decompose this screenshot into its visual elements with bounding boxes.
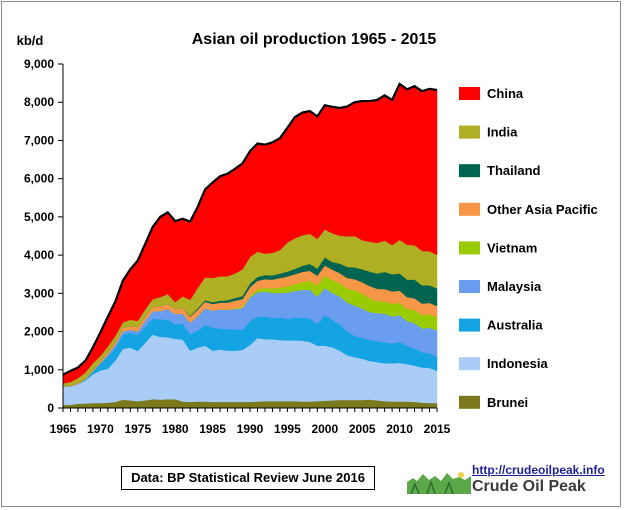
legend-label-other-asia-pacific: Other Asia Pacific [487,202,598,217]
total-outline [62,82,438,376]
x-tick-label: 1980 [162,422,189,436]
y-tick-label: 5,000 [24,210,54,224]
x-tick-label: 1970 [87,422,114,436]
legend-swatch-brunei [459,395,480,409]
legend-label-malaysia: Malaysia [487,279,542,294]
y-tick-label: 7,000 [24,133,54,147]
y-tick-label: 3,000 [24,286,54,300]
website-link[interactable]: http://crudeoilpeak.info [472,463,605,477]
x-tick-label: 2005 [349,422,376,436]
y-tick-label: 9,000 [24,57,54,71]
legend-swatch-australia [459,318,480,332]
legend-label-vietnam: Vietnam [487,240,537,255]
x-tick-label: 1975 [124,422,151,436]
chart-title: Asian oil production 1965 - 2015 [192,31,437,48]
legend-swatch-vietnam [459,241,480,255]
legend-swatch-china [459,87,480,100]
axes [58,63,438,412]
x-tick-label: 1965 [50,422,77,436]
legend-label-brunei: Brunei [487,395,528,410]
legend-label-china: China [487,86,524,101]
source-note: Data: BP Statistical Review June 2016 [121,466,375,490]
legend-swatch-india [459,125,480,139]
legend-label-india: India [487,125,518,140]
legend-swatch-malaysia [459,280,480,293]
x-tick-label: 1985 [199,422,226,436]
x-tick-label: 2015 [424,422,451,436]
y-tick-labels: 0 1,000 2,000 3,000 4,000 5,000 6,000 7,000 8,00… [24,57,54,415]
oil-field-logo-icon [407,472,471,494]
y-tick-label: 4,000 [24,248,54,262]
legend-swatch-indonesia [459,357,480,371]
legend-swatch-thailand [459,164,480,178]
x-tick-labels: 1965 1970 1975 1980 1985 1990 1995 2000 2005 2010… [50,422,451,436]
legend-label-thailand: Thailand [487,163,541,178]
legend: China India Thailand Other Asia Pacific Viet… [459,86,598,410]
y-tick-label: 1,000 [24,363,54,377]
logo-text: Crude Oil Peak [472,478,586,495]
stacked-areas [62,82,438,409]
y-tick-label: 6,000 [24,172,54,186]
x-tick-label: 1990 [237,422,264,436]
legend-label-australia: Australia [487,318,543,333]
x-tick-label: 2010 [386,422,413,436]
y-unit-label: kb/d [17,33,44,48]
x-tick-label: 2000 [311,422,338,436]
x-tick-label: 1995 [274,422,301,436]
legend-swatch-other-asia-pacific [459,202,480,216]
y-tick-label: 8,000 [24,95,54,109]
y-tick-label: 0 [47,401,54,415]
y-tick-label: 2,000 [24,325,54,339]
legend-label-indonesia: Indonesia [487,356,548,371]
